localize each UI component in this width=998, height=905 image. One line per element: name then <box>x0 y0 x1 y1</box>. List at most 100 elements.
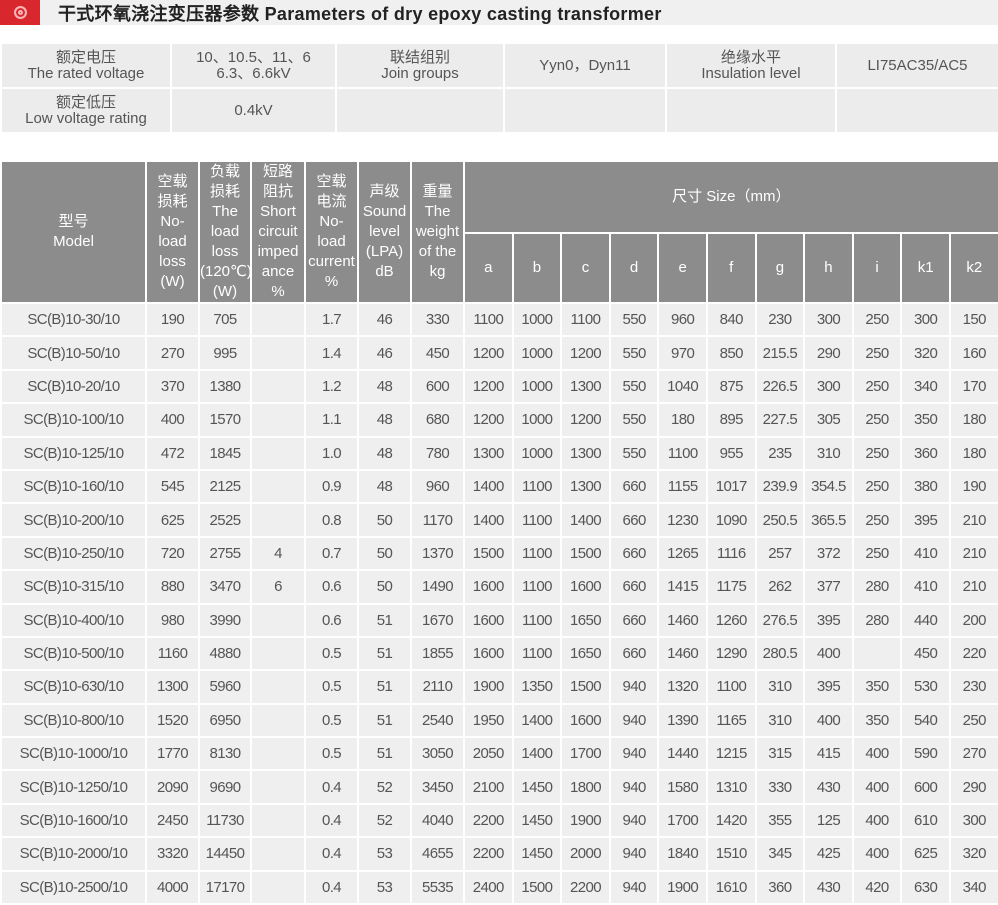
value-cell: 1100 <box>463 301 514 338</box>
value-cell: 940 <box>608 802 660 839</box>
value-cell: 1950 <box>463 702 514 739</box>
model-cell: SC(B)10-1000/10 <box>0 736 147 772</box>
value-cell: 400 <box>803 635 854 672</box>
value-cell: 550 <box>608 435 660 471</box>
value-cell: 395 <box>900 502 951 538</box>
rated-voltage-label: 额定电压 The rated voltage <box>0 42 172 89</box>
value-cell: 680 <box>410 402 465 438</box>
value-cell: 1230 <box>657 502 708 538</box>
value-cell: 5960 <box>198 669 252 705</box>
value-cell <box>250 669 306 705</box>
value-cell: 1000 <box>511 301 563 338</box>
model-cell: SC(B)10-160/10 <box>0 468 147 505</box>
value-cell: 1200 <box>560 402 611 438</box>
header-dim: c <box>560 232 611 304</box>
header-load-loss: 负载 损耗 The load loss (120℃) (W) <box>198 160 252 304</box>
value-cell: 2400 <box>463 869 514 905</box>
value-cell: 250 <box>851 335 903 371</box>
table-row: SC(B)10-100/10 400 1570 1.1 48 680 1200 1000 120… <box>0 402 998 438</box>
value-cell: 705 <box>198 301 252 338</box>
value-cell: 14450 <box>198 836 252 872</box>
value-cell: 1440 <box>657 736 708 772</box>
header-line: 短路 <box>262 163 293 180</box>
value-cell: 420 <box>851 869 903 905</box>
value-cell: 250 <box>948 702 998 739</box>
header-line: load <box>158 233 187 250</box>
value-cell: 3470 <box>198 569 252 605</box>
value-cell: 215.5 <box>754 335 806 371</box>
value-cell: 280 <box>851 602 903 638</box>
header-line: imped <box>257 243 299 260</box>
value-cell: 1300 <box>560 468 611 505</box>
value-cell: 440 <box>900 602 951 638</box>
value-cell: 415 <box>803 736 854 772</box>
value-cell: 48 <box>357 402 412 438</box>
value-cell: 1.7 <box>304 301 359 338</box>
table-row: SC(B)10-1000/10 1770 8130 0.5 51 3050 2050 1400… <box>0 736 998 772</box>
value-cell: 160 <box>948 335 998 371</box>
insulation-label: 绝缘水平 Insulation level <box>665 42 837 89</box>
value-cell: 315 <box>754 736 806 772</box>
value-cell: 370 <box>145 368 200 405</box>
model-cell: SC(B)10-20/10 <box>0 368 147 405</box>
value-cell: 1610 <box>705 869 757 905</box>
value-cell: 1400 <box>511 736 563 772</box>
low-voltage-label: 额定低压 Low voltage rating <box>0 87 172 134</box>
value-cell: 1370 <box>410 535 465 572</box>
value-cell: 395 <box>803 669 854 705</box>
value-cell: 450 <box>900 635 951 672</box>
value-cell: 1490 <box>410 569 465 605</box>
table-row: SC(B)10-2500/10 4000 17170 0.4 53 5535 2400 150… <box>0 869 998 905</box>
value-cell: 290 <box>948 769 998 805</box>
value-cell: 875 <box>705 368 757 405</box>
table-row: SC(B)10-50/10 270 995 1.4 46 450 1200 1000 1200 5… <box>0 335 998 371</box>
value-cell: 2125 <box>198 468 252 505</box>
value-cell: 355 <box>754 802 806 839</box>
value-cell: 51 <box>357 702 412 739</box>
value-cell: 1290 <box>705 635 757 672</box>
value-cell: 51 <box>357 602 412 638</box>
value-cell: 400 <box>851 769 903 805</box>
value-cell: 280 <box>851 569 903 605</box>
header-line: 阻抗 <box>262 183 293 200</box>
value-cell: 354.5 <box>803 468 854 505</box>
value-cell: 2200 <box>463 836 514 872</box>
value-cell: 0.7 <box>304 535 359 572</box>
value-cell: 1900 <box>657 869 708 905</box>
value-cell: 1.4 <box>304 335 359 371</box>
value-cell: 0.8 <box>304 502 359 538</box>
value-cell: 235 <box>754 435 806 471</box>
value-cell <box>250 301 306 338</box>
value-cell: 1390 <box>657 702 708 739</box>
value-cell <box>250 769 306 805</box>
header-dim: f <box>705 232 757 304</box>
value-cell: 0.5 <box>304 736 359 772</box>
value-cell: 4880 <box>198 635 252 672</box>
header-dim: i <box>851 232 903 304</box>
value-cell: 377 <box>803 569 854 605</box>
model-cell: SC(B)10-1600/10 <box>0 802 147 839</box>
value-cell: 53 <box>357 836 412 872</box>
value-cell: 1000 <box>511 335 563 371</box>
value-cell <box>851 635 903 672</box>
value-cell: 995 <box>198 335 252 371</box>
spec-table: 额定电压 The rated voltage 10、10.5、11、6 6.3、6.… <box>0 42 998 134</box>
value-cell: 2755 <box>198 535 252 572</box>
value-cell: 250 <box>851 468 903 505</box>
value-cell: 150 <box>948 301 998 338</box>
value-cell: 660 <box>608 602 660 638</box>
value-cell: 270 <box>145 335 200 371</box>
table-row: SC(B)10-200/10 625 2525 0.8 50 1170 1400 1100 14… <box>0 502 998 538</box>
value-cell <box>250 368 306 405</box>
value-cell: 4655 <box>410 836 465 872</box>
value-cell: 940 <box>608 669 660 705</box>
value-cell: 970 <box>657 335 708 371</box>
value-cell: 250 <box>851 368 903 405</box>
value-cell: 980 <box>145 602 200 638</box>
header-line: Short <box>260 203 296 220</box>
value-cell: 8130 <box>198 736 252 772</box>
table-row: SC(B)10-30/10 190 705 1.7 46 330 1100 1000 1100 5… <box>0 301 998 338</box>
header-size: 尺寸 Size（mm） <box>463 159 998 235</box>
value-cell: 250 <box>851 502 903 538</box>
value-cell: 4 <box>250 535 306 572</box>
